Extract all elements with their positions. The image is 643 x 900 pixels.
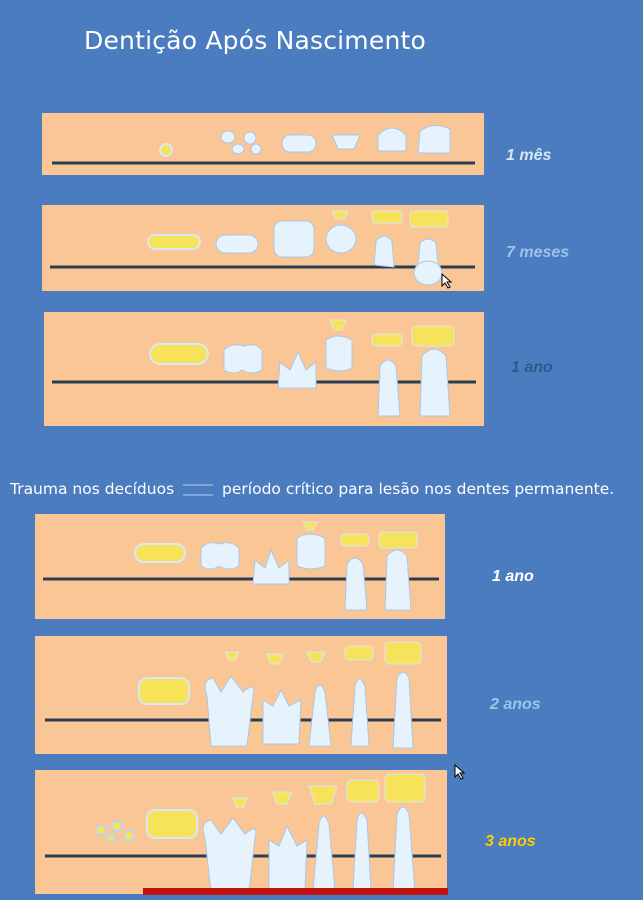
dentition-panel-2-years (35, 636, 447, 754)
dentition-panel-1-year-bottom (35, 514, 445, 619)
stage-label-3-years: 3 anos (485, 833, 536, 850)
stage-label-1-month: 1 mês (506, 147, 552, 164)
dentition-panel-7-months (42, 205, 484, 291)
arrow-icon (183, 483, 214, 496)
dentition-panel-1-month (42, 113, 484, 175)
teeth-illustration (50, 210, 475, 286)
stage-label-1-year-top: 1 ano (511, 359, 553, 376)
dentition-panel-3-years (35, 770, 447, 894)
subtitle-right: período crítico para lesão nos dentes pe… (222, 480, 615, 498)
stage-label-7-months: 7 meses (506, 244, 570, 261)
stage-label-1-year-bottom: 1 ano (492, 568, 534, 585)
mouse-cursor-icon (454, 764, 466, 780)
teeth-illustration (45, 773, 441, 893)
teeth-illustration (52, 319, 476, 417)
subtitle-left: Trauma nos decíduos (10, 480, 175, 498)
critical-period-bar (143, 888, 448, 895)
trauma-subtitle: Trauma nos decíduos período crítico para… (10, 480, 643, 498)
mouse-cursor-icon (441, 273, 453, 289)
page-title: Dentição Após Nascimento (84, 26, 426, 55)
stage-label-2-years: 2 anos (490, 696, 541, 713)
dentition-panel-1-year-top (44, 312, 484, 426)
teeth-illustration (52, 125, 475, 165)
teeth-illustration (43, 521, 439, 611)
teeth-illustration (45, 641, 441, 749)
